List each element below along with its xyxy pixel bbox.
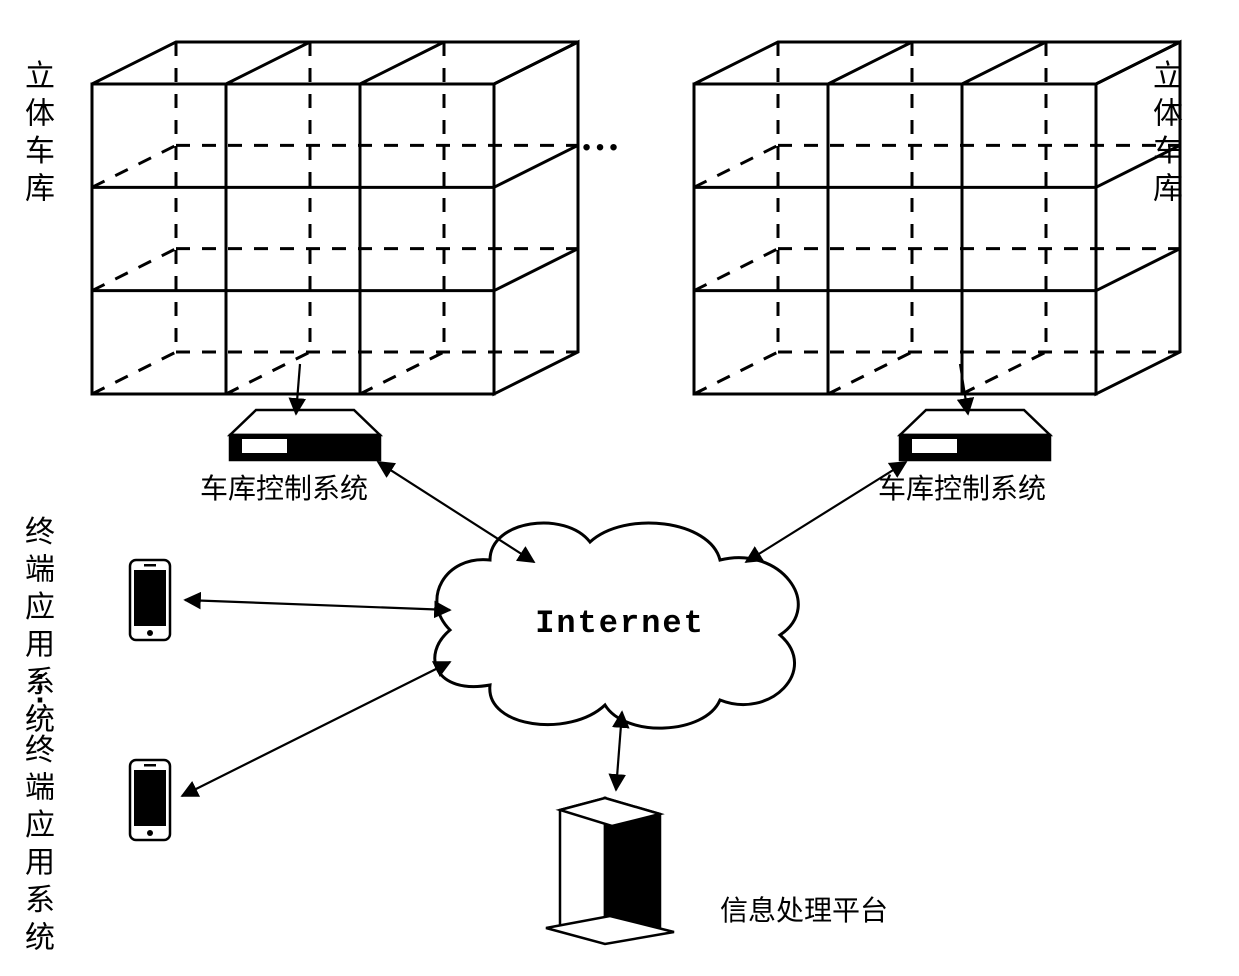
garage-right	[694, 42, 1180, 394]
controller-left	[230, 410, 380, 460]
svg-text:应: 应	[25, 809, 55, 842]
phone-top	[130, 560, 170, 640]
svg-text:终: 终	[25, 516, 55, 549]
svg-text:系: 系	[25, 884, 55, 917]
svg-text:用: 用	[25, 629, 55, 662]
platform-label: 信息处理平台	[720, 895, 888, 927]
svg-text:统: 统	[25, 922, 55, 955]
svg-text:端: 端	[25, 554, 55, 587]
svg-text:体: 体	[25, 98, 55, 131]
svg-text:车: 车	[1153, 135, 1183, 168]
svg-text:立: 立	[25, 60, 55, 93]
svg-text:⋮: ⋮	[23, 670, 57, 707]
svg-text:应: 应	[25, 591, 55, 624]
ellipsis-top: …	[580, 114, 620, 159]
svg-text:库: 库	[25, 173, 55, 206]
controller-right-label: 车库控制系统	[878, 473, 1046, 505]
garage-left-label: 立体车库	[25, 60, 55, 206]
internet-label: Internet	[535, 605, 705, 642]
svg-text:用: 用	[25, 847, 55, 880]
svg-text:体: 体	[1153, 98, 1183, 131]
svg-text:端: 端	[25, 772, 55, 805]
server	[546, 798, 674, 944]
phone-bottom	[130, 760, 170, 840]
controller-right	[900, 410, 1050, 460]
svg-text:车: 车	[25, 135, 55, 168]
garage-left	[92, 42, 578, 394]
terminal-ellipsis: ⋮	[23, 670, 57, 707]
terminal-bottom-label: 终端应用系统	[25, 734, 55, 955]
svg-text:库: 库	[1153, 173, 1183, 206]
svg-text:统: 统	[25, 704, 55, 737]
controller-left-label: 车库控制系统	[200, 473, 368, 505]
svg-text:终: 终	[25, 734, 55, 767]
diagram: … 立体车库 立体车库 终端应用系统 ⋮ 终端应用系统 车库控制系统 车库控制系…	[0, 0, 1239, 976]
svg-text:立: 立	[1153, 60, 1183, 93]
